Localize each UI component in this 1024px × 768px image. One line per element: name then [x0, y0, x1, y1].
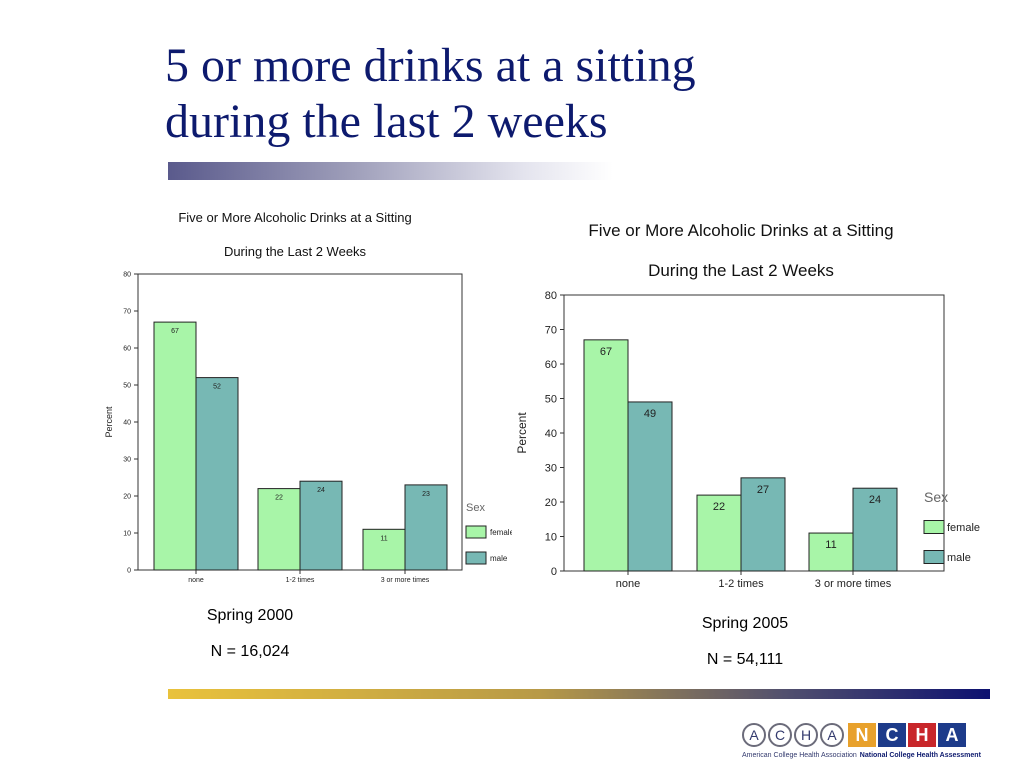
bar-value-label: 22: [713, 501, 725, 513]
y-tick-label: 20: [545, 497, 557, 509]
y-tick-label: 40: [123, 419, 131, 426]
y-tick-label: 50: [123, 382, 131, 389]
y-tick-label: 20: [123, 493, 131, 500]
logo-acha-letter: H: [794, 723, 818, 747]
chart-spring-2005: Five or More Alcoholic Drinks at a Sitti…: [512, 210, 990, 600]
y-tick-label: 10: [545, 531, 557, 543]
caption-sample-size: N = 54,111: [706, 651, 784, 668]
y-tick-label: 50: [545, 393, 557, 405]
bar-male: [627, 401, 673, 572]
bar-value-label: 27: [757, 484, 769, 496]
bar-value-label: 22: [275, 495, 283, 502]
x-tick-label: 1-2 times: [718, 578, 764, 590]
legend-swatch-male: [923, 550, 945, 564]
bar-female: [696, 494, 742, 572]
logo-acha-letter: A: [820, 723, 844, 747]
y-tick-label: 0: [127, 567, 131, 574]
logo-acha-name: American College Health Association: [742, 752, 857, 759]
legend-swatch-male: [465, 551, 487, 565]
y-tick-label: 60: [123, 345, 131, 352]
title-divider: [168, 162, 613, 180]
logo-acha-letter: A: [742, 723, 766, 747]
bar-value-label: 24: [317, 487, 325, 494]
caption-season: Spring 2000: [206, 607, 294, 624]
y-tick-label: 30: [545, 462, 557, 474]
bar-value-label: 52: [213, 384, 221, 391]
bar-male: [852, 487, 898, 572]
bar-female: [153, 321, 197, 571]
y-tick-label: 10: [123, 530, 131, 537]
logo-ncha-letter: H: [908, 723, 936, 747]
bar-female: [257, 488, 301, 571]
y-tick-label: 40: [545, 428, 557, 440]
chart-title: Five or More Alcoholic Drinks at a Sitti…: [178, 210, 411, 225]
bar-value-label: 49: [644, 408, 656, 420]
legend-swatch-female: [465, 525, 487, 539]
bar-female: [808, 532, 854, 572]
chart-svg-2000: Five or More Alcoholic Drinks at a Sitti…: [104, 210, 515, 584]
bar-value-label: 24: [869, 494, 881, 506]
bar-male: [740, 477, 786, 572]
chart-svg-2005: Five or More Alcoholic Drinks at a Sitti…: [515, 221, 980, 590]
footer-divider: [168, 689, 990, 699]
x-tick-label: 3 or more times: [815, 578, 892, 590]
chart-title: Five or More Alcoholic Drinks at a Sitti…: [588, 221, 893, 240]
bar-male: [299, 480, 343, 571]
bar-value-label: 67: [171, 328, 179, 335]
legend-label-male: male: [947, 552, 971, 564]
y-tick-label: 80: [123, 271, 131, 278]
chart-spring-2000: Five or More Alcoholic Drinks at a Sitti…: [100, 200, 515, 590]
caption-spring-2005: Spring 2005 N = 54,111: [645, 614, 845, 686]
legend-label-female: female: [490, 528, 515, 537]
logo-ncha-letter: A: [938, 723, 966, 747]
bar-male: [404, 484, 448, 571]
y-tick-label: 70: [123, 308, 131, 315]
logo-ncha-letter: C: [878, 723, 906, 747]
legend-title: Sex: [924, 489, 948, 505]
y-tick-label: 80: [545, 290, 557, 302]
legend-label-male: male: [490, 554, 508, 563]
chart-subtitle: During the Last 2 Weeks: [648, 261, 834, 280]
caption-spring-2000: Spring 2000 N = 16,024: [150, 606, 350, 678]
bar-value-label: 67: [600, 346, 612, 358]
logo-ncha-name: National College Health Assessment: [859, 752, 981, 759]
slide-title: 5 or more drinks at a sitting during the…: [165, 39, 696, 148]
acha-ncha-logo: A C H A N C H A American College Health …: [742, 722, 1017, 762]
x-tick-label: 1-2 times: [286, 577, 315, 584]
legend-title: Sex: [466, 502, 485, 514]
y-tick-label: 0: [551, 566, 557, 578]
logo-acha-letter: C: [768, 723, 792, 747]
caption-sample-size: N = 16,024: [210, 643, 290, 660]
bar-female: [583, 339, 629, 572]
bar-value-label: 11: [380, 535, 387, 542]
x-tick-label: 3 or more times: [381, 577, 430, 584]
bar-value-label: 23: [422, 491, 430, 498]
y-tick-label: 30: [123, 456, 131, 463]
logo-ncha-letter: N: [848, 723, 876, 747]
y-axis-label: Percent: [515, 412, 529, 454]
x-tick-label: none: [616, 578, 640, 590]
y-tick-label: 60: [545, 359, 557, 371]
x-tick-label: none: [188, 577, 204, 584]
caption-season: Spring 2005: [701, 615, 789, 632]
bar-value-label: 11: [825, 539, 836, 551]
chart-subtitle: During the Last 2 Weeks: [224, 244, 367, 259]
legend-swatch-female: [923, 520, 945, 534]
bar-male: [195, 377, 239, 571]
legend-label-female: female: [947, 522, 980, 534]
y-tick-label: 70: [545, 324, 557, 336]
y-axis-label: Percent: [104, 406, 114, 438]
